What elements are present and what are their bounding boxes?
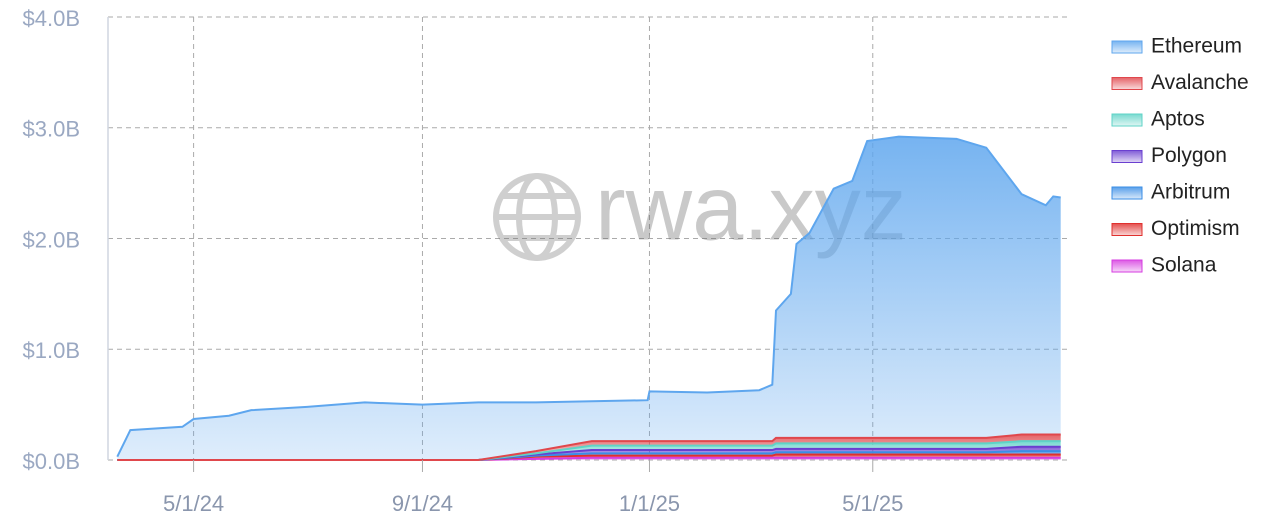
x-tick-label: 9/1/24: [392, 491, 453, 516]
legend-swatch: [1111, 113, 1143, 127]
area-fill: [117, 441, 1061, 460]
x-tick-label: 5/1/24: [163, 491, 224, 516]
legend-swatch: [1111, 150, 1143, 163]
legend-swatch: [1111, 186, 1143, 200]
legend-label: Aptos: [1151, 108, 1205, 131]
area-fill: [117, 136, 1061, 461]
x-tick-label: 1/1/25: [619, 491, 680, 516]
series-line: [116, 135, 1061, 458]
area-fill: [117, 434, 1061, 460]
legend-label: Avalanche: [1151, 71, 1249, 94]
y-tick-label: $0.0B: [23, 449, 81, 474]
x-tick-label: 5/1/25: [842, 491, 903, 516]
y-tick-label: $1.0B: [23, 338, 81, 363]
legend-label: Ethereum: [1151, 35, 1242, 58]
legend-swatch: [1111, 40, 1143, 54]
y-tick-label: $4.0B: [23, 6, 81, 31]
legend-label: Polygon: [1151, 144, 1227, 167]
legend-label: Solana: [1151, 254, 1217, 277]
legend-swatch: [1111, 259, 1143, 273]
legend-swatch: [1111, 77, 1143, 90]
y-tick-label: $3.0B: [23, 117, 81, 142]
legend-label: Optimism: [1151, 217, 1240, 240]
legend-swatch: [1111, 223, 1143, 236]
legend-label: Arbitrum: [1151, 181, 1230, 204]
y-tick-label: $2.0B: [23, 227, 81, 252]
series-line: [117, 433, 1061, 461]
